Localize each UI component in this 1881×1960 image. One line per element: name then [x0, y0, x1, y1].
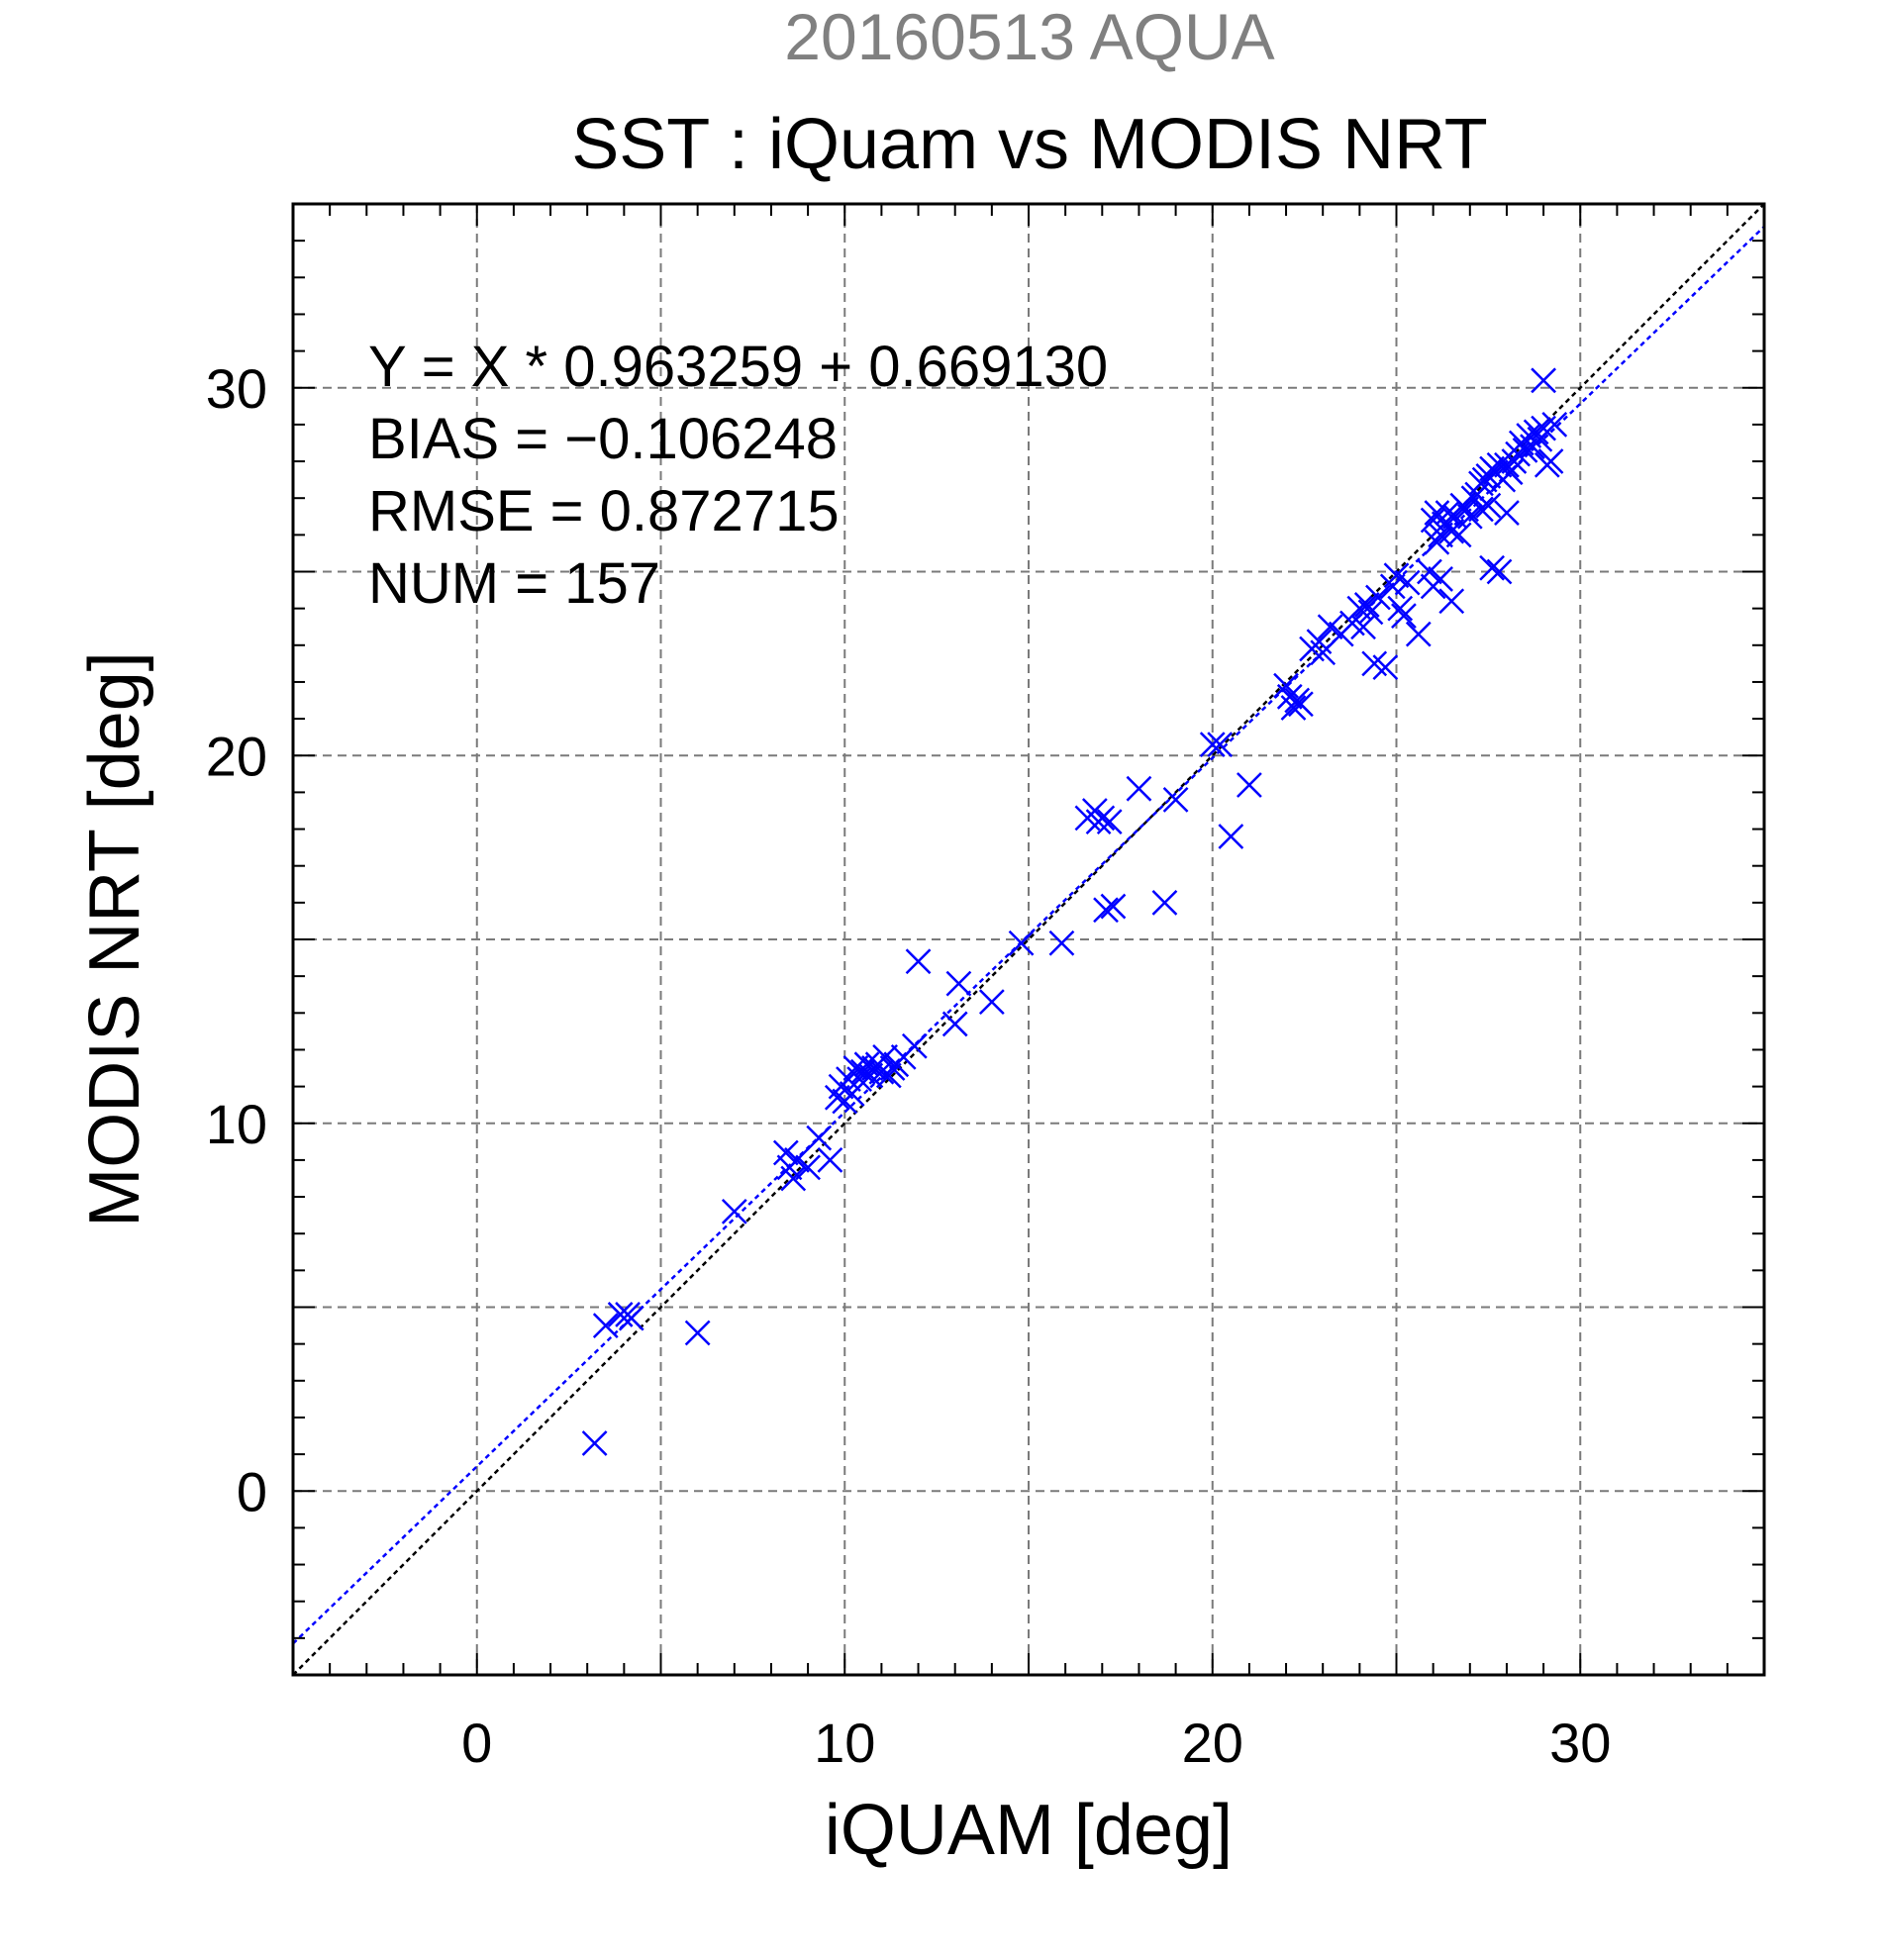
data-point — [1353, 592, 1380, 618]
data-point — [901, 1032, 928, 1059]
data-point — [772, 1139, 799, 1166]
data-point — [1280, 695, 1307, 721]
data-point — [1093, 897, 1119, 924]
data-point — [905, 948, 932, 975]
data-point — [1383, 562, 1410, 589]
data-point — [1391, 603, 1417, 629]
data-point — [1424, 529, 1450, 555]
grid-lines — [293, 204, 1764, 1675]
data-point — [836, 1066, 861, 1093]
data-point — [795, 1154, 821, 1181]
x-axis-label: iQUAM [deg] — [825, 1791, 1233, 1870]
data-point — [1424, 500, 1450, 526]
data-point — [1350, 614, 1376, 640]
data-point — [1162, 786, 1189, 813]
data-point — [581, 1430, 608, 1456]
data-point — [1512, 438, 1538, 463]
x-tick-label: 0 — [461, 1712, 492, 1774]
stats-equation: Y = X * 0.963259 + 0.669130 — [368, 335, 1108, 399]
data-point — [618, 1305, 644, 1331]
data-point — [1387, 595, 1414, 622]
data-point — [1445, 522, 1472, 548]
stats-bias: BIAS = −0.106248 — [368, 407, 838, 471]
y-axis-label: MODIS NRT [deg] — [75, 651, 154, 1227]
data-point — [721, 1199, 747, 1225]
axis-ticks — [292, 203, 1765, 1676]
data-point — [592, 1313, 619, 1338]
data-point — [1475, 492, 1502, 519]
data-point — [1479, 554, 1505, 581]
data-point — [1428, 566, 1453, 592]
data-point — [1417, 558, 1442, 585]
data-point — [1096, 809, 1123, 835]
y-tick-labels: 0 10 20 30 — [206, 357, 267, 1523]
stats-num: NUM = 157 — [368, 551, 660, 616]
data-point — [1365, 584, 1391, 611]
data-point — [1486, 451, 1513, 478]
data-point — [1288, 691, 1314, 718]
stats-annotation: Y = X * 0.963259 + 0.669130 BIAS = −0.10… — [368, 335, 1108, 616]
stats-rmse: RMSE = 0.872715 — [368, 479, 840, 543]
x-tick-labels: 0 10 20 30 — [461, 1712, 1611, 1774]
data-point — [978, 989, 1005, 1016]
data-point — [1218, 824, 1244, 849]
chart-subtitle: 20160513 AQUA — [784, 0, 1274, 73]
data-point — [945, 970, 972, 997]
data-points — [581, 367, 1568, 1456]
data-point — [806, 1125, 833, 1151]
chart-title: SST : iQuam vs MODIS NRT — [571, 105, 1488, 184]
data-point — [1372, 654, 1399, 680]
data-point — [1394, 569, 1421, 596]
x-tick-label: 30 — [1549, 1712, 1611, 1774]
data-point — [817, 1147, 843, 1173]
data-point — [1207, 732, 1234, 757]
data-point — [1317, 614, 1343, 640]
data-point — [1237, 772, 1262, 798]
data-point — [1537, 448, 1564, 474]
y-tick-label: 0 — [237, 1460, 267, 1522]
y-tick-label: 10 — [206, 1093, 267, 1155]
data-point — [1438, 588, 1465, 615]
data-point — [875, 1062, 902, 1089]
data-point — [1151, 889, 1178, 916]
data-point — [1486, 558, 1513, 585]
data-point — [1531, 367, 1556, 394]
data-point — [1494, 500, 1520, 526]
x-tick-label: 10 — [814, 1712, 875, 1774]
data-point — [1048, 930, 1075, 956]
data-point — [1468, 496, 1494, 523]
data-point — [1523, 419, 1549, 445]
data-point — [1008, 930, 1035, 956]
data-point — [872, 1043, 898, 1070]
data-point — [1438, 518, 1465, 544]
data-point — [1541, 412, 1568, 438]
y-tick-label: 30 — [206, 357, 267, 420]
data-point — [1405, 621, 1432, 647]
data-point — [941, 1011, 968, 1037]
data-point — [684, 1320, 711, 1346]
data-point — [1357, 599, 1384, 626]
y-tick-label: 20 — [206, 725, 267, 787]
data-point — [1126, 775, 1152, 802]
data-point — [1100, 893, 1127, 920]
data-point — [1089, 805, 1116, 832]
data-point — [784, 1147, 810, 1173]
x-tick-label: 20 — [1182, 1712, 1243, 1774]
data-point — [1199, 732, 1226, 757]
